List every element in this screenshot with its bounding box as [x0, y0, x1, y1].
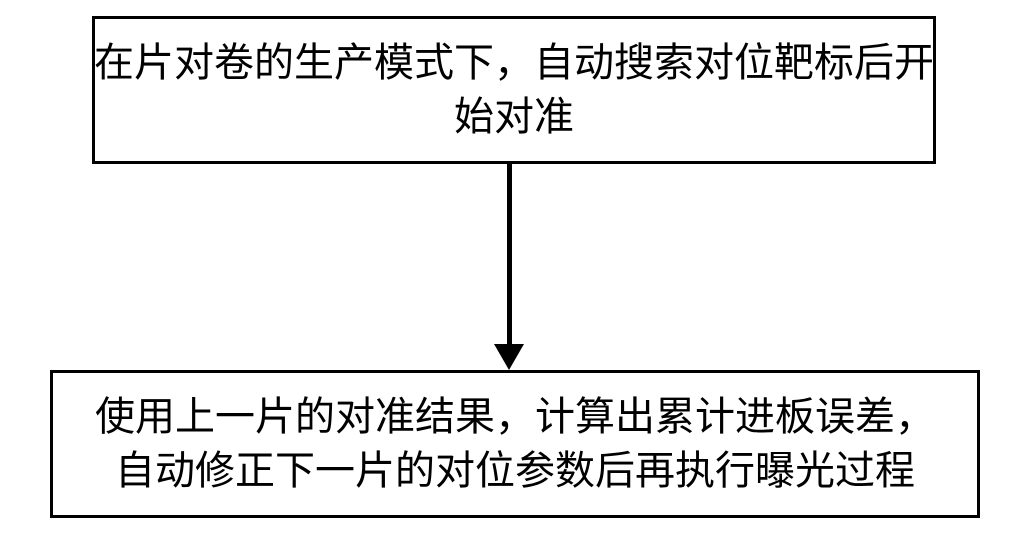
step-2-text: 使用上一片的对准结果，计算出累计进板误差， 自动修正下一片的对位参数后再执行曝光过…: [95, 390, 935, 498]
step-2-box: 使用上一片的对准结果，计算出累计进板误差， 自动修正下一片的对位参数后再执行曝光过…: [50, 370, 980, 518]
step-1-box: 在片对卷的生产模式下，自动搜索对位靶标后开始对准: [92, 16, 936, 164]
step-2-line1: 使用上一片的对准结果，计算出累计进板误差，: [95, 394, 935, 439]
step-1-text: 在片对卷的生产模式下，自动搜索对位靶标后开始对准: [94, 36, 934, 144]
arrow-shaft: [507, 164, 512, 344]
arrow-head-icon: [494, 344, 524, 370]
step-2-line2: 自动修正下一片的对位参数后再执行曝光过程: [115, 448, 915, 493]
step-1-line1: 在片对卷的生产模式下，自动搜索对位靶标后开: [94, 40, 934, 85]
flowchart-canvas: 在片对卷的生产模式下，自动搜索对位靶标后开始对准 使用上一片的对准结果，计算出累…: [0, 0, 1032, 544]
step-1-line2: 始对准: [454, 94, 574, 139]
